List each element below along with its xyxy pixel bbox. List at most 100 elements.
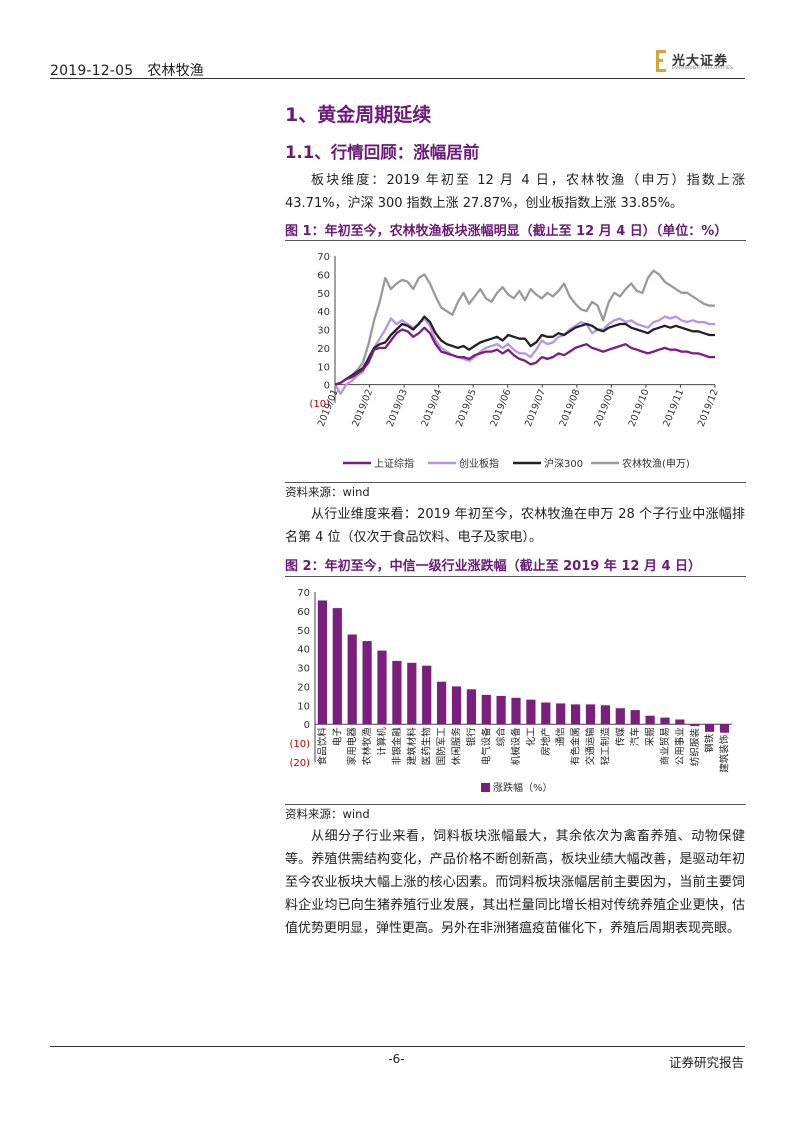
header-date-sector: 2019-12-05 农林牧渔 <box>50 60 204 80</box>
bar-chart: (20) (10) 0 10 20 30 40 50 60 70 食品饮料 电子 家用电器 农林牧渔 计算机… <box>289 588 732 794</box>
bar <box>392 660 402 725</box>
x-tick-label: 公用事业 <box>674 727 686 765</box>
bar <box>660 717 670 725</box>
x-tick-label: 房地产 <box>540 727 552 756</box>
x-tick-label: 建筑装饰 <box>719 735 731 773</box>
x-tick-label: 非银金融 <box>391 727 403 766</box>
bar <box>377 650 387 725</box>
bar <box>705 724 715 732</box>
bar <box>407 662 417 725</box>
bar <box>317 600 327 725</box>
y-tick-label: 50 <box>297 626 310 637</box>
x-tick-label: 电子 <box>331 727 343 747</box>
bar <box>451 686 462 725</box>
x-tick-label: 纺织服装 <box>689 728 701 767</box>
series-line-3 <box>334 269 715 386</box>
y-tick-label: (20) <box>289 758 310 769</box>
bar <box>600 705 610 725</box>
y-tick-label: 10 <box>297 701 310 712</box>
figure1-title: 图 1：年初至今，农林牧渔板块涨幅明显（截止至 12 月 4 日）（单位：%） <box>285 224 728 239</box>
x-tick-label: 有色金属 <box>570 727 582 765</box>
bar <box>719 724 730 733</box>
section-heading: 1、黄金周期延续 <box>285 104 432 126</box>
x-tick-label: 2019/06 <box>489 388 514 429</box>
bar <box>466 689 476 725</box>
paragraph-industry-dimension: 从行业维度来看：2019 年初至今，农林牧渔在申万 28 个子行业中涨幅排名第 … <box>285 507 745 545</box>
bar <box>332 608 342 725</box>
brand-name: 光大证券 <box>672 54 729 69</box>
x-tick-label: 通信 <box>555 727 567 746</box>
bar <box>585 704 596 725</box>
bar <box>690 724 700 727</box>
y-tick-label: 30 <box>297 664 310 675</box>
bar <box>511 697 521 725</box>
legend-label: 上证综指 <box>374 457 414 470</box>
figure2-title: 图 2：年初至今，中信一级行业涨跌幅（截止至 2019 年 12 月 4 日） <box>285 559 702 574</box>
x-tick-label: 农林牧渔 <box>361 727 373 766</box>
y-tick-label: 0 <box>304 720 310 731</box>
y-tick-label: 40 <box>317 307 330 318</box>
bar <box>645 715 655 725</box>
x-tick-label: 电气设备 <box>480 727 492 766</box>
paragraph-sector-dimension: 板块维度：2019 年初至 12 月 4 日，农林牧渔（申万）指数上涨 43.7… <box>285 173 745 211</box>
y-tick-label: 60 <box>317 270 330 281</box>
bar <box>437 681 447 725</box>
x-tick-label: 2019/02 <box>350 388 375 429</box>
figure2-source: 资料来源：wind <box>285 807 370 821</box>
y-tick-label: 20 <box>297 682 310 693</box>
bar <box>347 634 357 725</box>
x-tick-label: 采掘 <box>644 727 656 746</box>
y-tick-label: 10 <box>317 362 330 373</box>
x-tick-label: 2019/05 <box>454 388 479 429</box>
x-tick-label: 2019/10 <box>627 388 652 429</box>
series-line-0 <box>334 326 715 386</box>
y-tick-label: 0 <box>324 381 330 392</box>
x-tick-label: 钢铁 <box>704 733 716 753</box>
series-line-2 <box>334 315 715 386</box>
y-tick-label: 20 <box>317 344 330 355</box>
x-tick-label: 计算机 <box>376 727 388 756</box>
bar <box>630 710 640 725</box>
x-tick-label: 食品饮料 <box>316 727 328 766</box>
x-tick-label: 2019/08 <box>558 388 583 429</box>
y-tick-label: (10) <box>289 739 310 750</box>
x-tick-label: 国防军工 <box>436 727 448 766</box>
y-tick-label: 40 <box>297 645 310 656</box>
legend-label: 沪深300 <box>544 457 583 470</box>
x-tick-label: 2019/07 <box>523 388 548 429</box>
series-line-1 <box>334 315 715 395</box>
bar <box>571 704 581 725</box>
y-tick-label: 50 <box>317 289 330 300</box>
bar <box>362 641 372 725</box>
figure1-source: 资料来源：wind <box>285 485 370 499</box>
x-tick-label: 2019/12 <box>696 388 721 429</box>
x-tick-label: 汽车 <box>629 727 641 746</box>
bar <box>615 708 625 725</box>
x-tick-label: 传媒 <box>614 727 626 747</box>
x-tick-label: 2019/03 <box>385 388 410 429</box>
x-tick-label: 建筑材料 <box>406 727 418 766</box>
x-tick-label: 休闲服务 <box>450 727 462 766</box>
x-tick-label: 医药生物 <box>421 727 433 766</box>
x-tick-label: 化工 <box>525 727 537 747</box>
document-type: 证券研究报告 <box>668 1055 744 1070</box>
y-tick-label: 70 <box>297 588 310 599</box>
brand-name-en: EVERBRIGHT SECURITIES <box>672 66 734 71</box>
subsection-heading: 1.1、行情回顾：涨幅居前 <box>285 143 480 162</box>
x-tick-label: 2019/11 <box>661 388 686 429</box>
header-date: 2019-12-05 <box>50 63 134 79</box>
legend-swatch <box>481 783 490 792</box>
x-tick-label: 综合 <box>495 727 507 747</box>
legend-label: 创业板指 <box>459 457 499 470</box>
header-sector: 农林牧渔 <box>147 63 205 79</box>
bar <box>422 665 432 725</box>
footer-rule <box>50 1046 745 1047</box>
x-tick-label: 交通运输 <box>585 727 597 766</box>
bar <box>556 703 566 725</box>
page-number: -6- <box>388 1052 405 1066</box>
bar <box>526 699 536 725</box>
x-tick-label: 机械设备 <box>510 727 522 766</box>
x-tick-label: 家用电器 <box>346 727 358 766</box>
x-tick-label: 银行 <box>465 727 477 747</box>
